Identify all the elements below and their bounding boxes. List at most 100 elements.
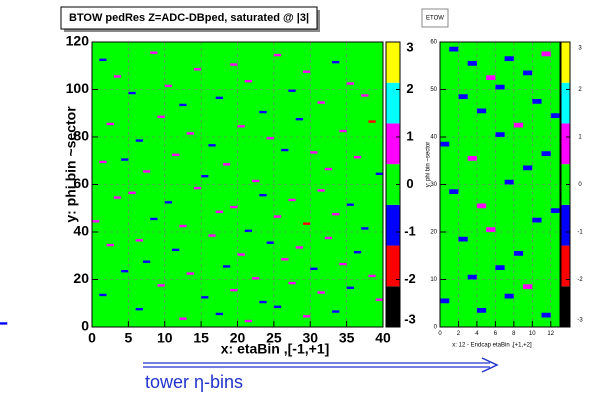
heatmap-cell [486,227,496,232]
y-axis-label: y: phi bin ~sector [63,106,79,223]
heatmap-cell [259,110,267,114]
heatmap-cell [150,51,158,54]
plot-frame [439,41,561,328]
heatmap-cell [201,296,209,299]
heatmap-cell [92,220,100,223]
heatmap-cell [476,108,487,114]
colorbar-label: -1 [577,230,583,236]
heatmap-cell [121,270,129,273]
heatmap-cell [157,284,165,287]
heatmap-cell [157,115,165,118]
heatmap-cell [208,234,216,237]
heatmap-cell [541,51,551,57]
y-tick-label: 30 [430,182,437,188]
heatmap-cell [142,170,151,173]
x-axis-label: x: etaBin ,[-1,+1] [221,341,330,357]
heatmap-cell [375,172,383,175]
y-tick-label: 120 [66,33,90,49]
heatmap-cell [476,308,487,313]
heatmap-cell [244,319,253,323]
colorbar-band [386,204,400,246]
x-tick-label: 4 [475,331,479,337]
heatmap-cell [179,103,187,107]
heatmap-cell [532,217,542,223]
heatmap-cell [504,293,514,299]
heatmap-cell [288,198,296,202]
title-box [421,8,449,28]
heatmap-cell [252,179,260,183]
heatmap-cell [164,84,173,88]
heatmap-cell [99,293,107,297]
x-tick-label: 8 [512,331,516,337]
heatmap-cell [201,175,209,178]
heatmap-cell [317,101,325,104]
heatmap-cell [310,267,318,270]
heatmap-cell [273,215,282,218]
heatmap-cell [458,94,468,99]
heatmap-cell [222,265,231,268]
colorbar-label: -2 [577,277,583,283]
x-tick-label: 0 [88,330,96,346]
heatmap-cell [317,291,325,294]
heatmap-cell [353,156,362,159]
heatmap-cell [266,241,274,244]
heatmap-cell [252,277,260,280]
heatmap-cell [179,317,187,320]
heatmap-cell [186,272,194,275]
y-tick-label: 10 [430,277,437,283]
heatmap-cell [135,139,143,142]
y-tick-label: 0 [434,325,438,331]
heatmap-cell [541,151,551,156]
x-tick-label: 12 [547,331,554,337]
colorbar-label: -3 [577,318,583,324]
colorbar-label: -3 [404,311,416,326]
x-tick-label: 10 [529,331,536,337]
heatmap-cell [244,80,253,83]
heatmap-cell [142,260,151,263]
heatmap-cell [361,227,369,230]
x-tick-label: 5 [124,330,132,346]
heatmap-cell [532,99,542,104]
heatmap-cell [346,82,354,85]
heatmap-cell [523,165,533,171]
arrow-head [481,357,499,373]
x-tick-label: 2 [457,331,461,337]
heatmap-cell [310,151,318,154]
y-tick-label: 80 [73,128,89,144]
y-tick-label: 40 [73,223,89,239]
heatmap-cell [215,312,223,316]
x-tick-label: 35 [339,330,355,346]
heatmap-cell [550,208,560,213]
y-tick-label: 20 [73,270,89,286]
heatmap-cell [302,222,311,225]
heatmap-cell [193,186,202,190]
heatmap-cell [523,70,533,76]
x-tick-label: 40 [375,330,391,346]
y-tick-label: 60 [73,175,89,191]
heatmap-cell [332,61,340,64]
heatmap-cell [113,196,122,199]
colorbar-band [386,286,400,327]
heatmap-cell [324,167,333,171]
heatmap-cell [495,265,505,270]
heatmap-cell [99,58,107,61]
heatmap-cell [281,148,289,152]
heatmap-cell [215,96,223,99]
heatmap-cell [259,300,267,304]
colorbar-label: 0 [578,182,582,188]
title-box [60,6,318,30]
colorbar-label: 3 [406,39,413,54]
heatmap-cell [440,298,450,304]
heatmap-cell [504,179,514,185]
heatmap-cell [186,132,194,135]
x-tick-label: 10 [157,330,173,346]
colorbar-band [386,82,400,124]
heatmap-cell [0,322,8,325]
heatmap-cell [375,298,383,301]
heatmap-cell [288,89,296,92]
x-tick-label: 0 [438,331,442,337]
heatmap-cell [106,122,114,126]
plot-frame [91,41,384,328]
heatmap-cell [495,84,505,90]
